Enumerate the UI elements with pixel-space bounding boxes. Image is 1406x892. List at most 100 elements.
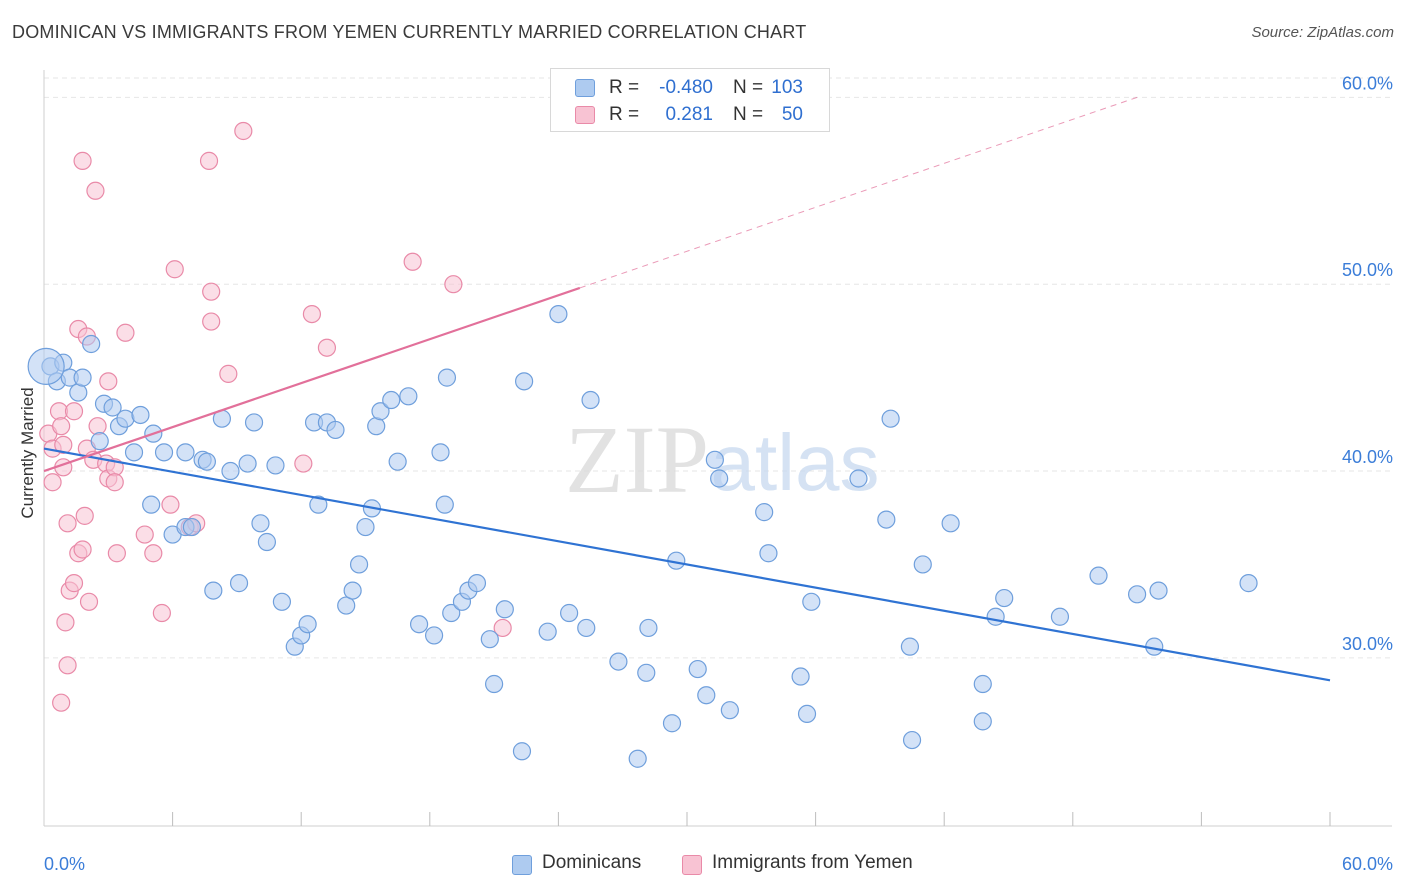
dominican-point xyxy=(941,514,960,533)
dominican-point xyxy=(197,452,216,471)
trend-lines xyxy=(43,96,1331,682)
dominican-point xyxy=(1149,581,1168,600)
yemen-point xyxy=(58,656,77,675)
dominican-point xyxy=(371,402,390,421)
dominican-point xyxy=(802,592,821,611)
yemen-point xyxy=(302,304,322,324)
yemen-point xyxy=(99,372,118,391)
legend-r-value: -0.480 xyxy=(659,77,713,98)
dominican-point xyxy=(973,674,992,694)
yemen-points xyxy=(39,121,512,712)
yemen-point xyxy=(58,514,77,533)
dominican-point xyxy=(849,469,868,488)
y-tick-label: 40.0% xyxy=(1342,447,1393,467)
legend-row-dominicans: R = -0.480 N = 103 xyxy=(551,73,829,101)
tick-labels: 30.0% 40.0% 50.0% 60.0% 0.0% 60.0% xyxy=(44,73,1393,874)
yemen-point xyxy=(43,473,62,492)
yemen-trend-line xyxy=(43,286,581,473)
dominican-point xyxy=(356,517,375,537)
legend-swatch-blue xyxy=(575,79,595,97)
dominican-point xyxy=(995,588,1014,608)
legend-row-yemen: R = 0.281 N = 50 xyxy=(551,100,829,128)
dominican-point xyxy=(755,503,774,522)
y-tick-label: 60.0% xyxy=(1342,73,1393,93)
dominican-point xyxy=(73,368,92,387)
legend-label-dominicans: Dominicans xyxy=(542,852,642,873)
dominican-point xyxy=(349,555,369,574)
dominican-point xyxy=(577,618,596,638)
dominican-point xyxy=(902,730,922,750)
dominican-point xyxy=(512,742,532,761)
dominican-point xyxy=(367,417,386,436)
dominican-point xyxy=(221,461,240,481)
dominican-point xyxy=(442,603,461,623)
yemen-point xyxy=(105,473,124,492)
dominican-point xyxy=(409,615,429,634)
dominican-point xyxy=(399,387,418,406)
dominican-point xyxy=(272,592,292,611)
yemen-point xyxy=(64,574,84,593)
dominican-point xyxy=(131,405,150,425)
dominican-point xyxy=(515,372,534,391)
legend-r-label: R = xyxy=(609,104,640,125)
dominican-point xyxy=(881,409,900,428)
y-tick-label: 50.0% xyxy=(1342,260,1393,280)
yemen-point xyxy=(199,151,219,170)
dominican-point xyxy=(480,630,499,649)
yemen-point xyxy=(54,435,73,454)
dominican-point xyxy=(309,495,328,514)
dominican-point xyxy=(495,600,514,619)
dominican-point xyxy=(204,581,223,600)
y-tick-label: 30.0% xyxy=(1342,634,1393,654)
legend-n-label: N = xyxy=(733,104,764,125)
dominican-point xyxy=(549,304,568,324)
dominican-point xyxy=(326,420,345,440)
yemen-point xyxy=(88,417,107,436)
dominican-point xyxy=(257,532,277,552)
yemen-point xyxy=(116,323,135,342)
yemen-point xyxy=(73,540,92,559)
dominican-point xyxy=(154,443,174,462)
dominican-point xyxy=(1127,585,1147,604)
dominican-point xyxy=(797,704,817,724)
dominican-trend-line xyxy=(43,447,1331,682)
dominican-point xyxy=(431,443,450,462)
legend-n-value: 103 xyxy=(771,77,803,98)
yemen-point xyxy=(52,417,71,436)
dominican-point xyxy=(69,383,88,402)
dominican-point xyxy=(298,615,317,634)
dominican-point xyxy=(142,495,161,514)
dominican-point xyxy=(176,443,195,462)
dominican-point xyxy=(705,450,724,469)
dominican-point xyxy=(103,398,122,417)
dominican-point xyxy=(343,581,362,600)
zipatlas-watermark: ZIP atlas xyxy=(565,406,879,513)
dominican-point xyxy=(759,544,778,563)
dominican-point xyxy=(124,443,144,462)
legend-n-value: 50 xyxy=(781,104,803,125)
dominican-point xyxy=(251,514,270,533)
yemen-point xyxy=(107,544,126,563)
yemen-point xyxy=(144,544,163,563)
dominican-point xyxy=(1050,607,1070,626)
watermark-zip: ZIP xyxy=(565,406,709,513)
dominican-point xyxy=(986,607,1005,626)
dominican-point xyxy=(182,517,201,537)
dominican-point xyxy=(337,596,356,615)
dominican-point-cluster xyxy=(27,347,65,385)
dominican-point xyxy=(116,409,135,428)
dominican-point xyxy=(485,674,504,694)
dominican-point xyxy=(662,714,682,733)
dominican-point xyxy=(560,603,579,623)
dominican-point xyxy=(697,686,716,705)
dominican-point xyxy=(609,652,628,671)
yemen-point xyxy=(219,364,238,383)
chart-title: DOMINICAN VS IMMIGRANTS FROM YEMEN CURRE… xyxy=(12,22,807,42)
dominican-point xyxy=(538,622,557,641)
legend-swatch-yemen xyxy=(682,855,702,875)
dominican-point xyxy=(973,712,992,731)
yemen-point xyxy=(317,338,337,357)
dominican-point xyxy=(639,618,658,638)
yemen-point xyxy=(202,282,221,301)
